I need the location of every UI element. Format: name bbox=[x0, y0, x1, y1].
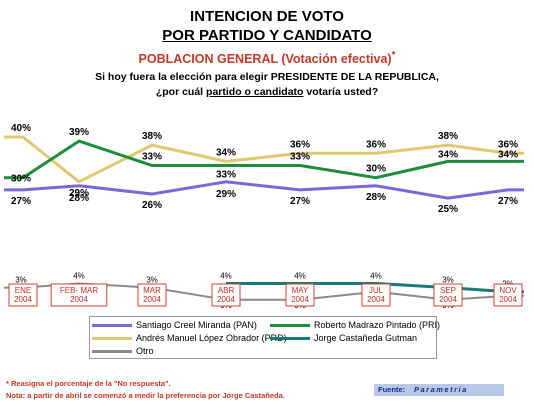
data-label-santiago-creel-miranda-pan-1: 28% bbox=[69, 193, 89, 204]
legend-label: Otro bbox=[136, 346, 154, 356]
data-label-andres-manuel-lopez-obrador-prd-5: 36% bbox=[366, 139, 386, 150]
x-tick-label-4-1: 2004 bbox=[291, 295, 309, 304]
value-labels-layer: 27% 28% 26% 29% 27% 28% 25% 27% 30% 39% 33% 33% 33% 3… bbox=[11, 123, 518, 310]
x-tick-box-7 bbox=[493, 283, 523, 307]
data-label-santiago-creel-miranda-pan-2: 26% bbox=[142, 200, 162, 211]
source-value: Parametría bbox=[414, 385, 468, 394]
data-label-andres-manuel-lopez-obrador-prd-4: 36% bbox=[290, 139, 310, 150]
chart-title-line2: POR PARTIDO Y CANDIDATO bbox=[162, 27, 372, 44]
question-post: votaría usted? bbox=[303, 86, 379, 98]
series-line-roberto-madrazo-pintado-pri bbox=[4, 139, 524, 180]
x-tick-box-0 bbox=[8, 283, 38, 307]
data-label-roberto-madrazo-pintado-pri-3: 33% bbox=[216, 170, 236, 181]
data-label-jorge-castaneda-gutman-4: 4% bbox=[294, 272, 306, 281]
series-line-santiago-creel-miranda-pan bbox=[4, 180, 524, 200]
data-label-santiago-creel-miranda-pan-6: 25% bbox=[438, 204, 458, 215]
data-label-andres-manuel-lopez-obrador-prd-6: 38% bbox=[438, 131, 458, 142]
data-label-jorge-castaneda-gutman-3: 4% bbox=[220, 272, 232, 281]
legend-swatch bbox=[92, 349, 132, 353]
x-tick-label-0-1: 2004 bbox=[14, 295, 32, 304]
x-tick-label-2-1: 2004 bbox=[143, 295, 161, 304]
data-label-santiago-creel-miranda-pan-4: 27% bbox=[290, 196, 310, 207]
data-label-roberto-madrazo-pintado-pri-0: 30% bbox=[11, 174, 31, 185]
x-tick-box-2 bbox=[137, 283, 167, 307]
data-label-andres-manuel-lopez-obrador-prd-0: 40% bbox=[11, 123, 31, 134]
x-tick-label-4-0: MAY bbox=[292, 286, 309, 295]
footnote-reassign: * Reasigna el porcentaje de la "No respu… bbox=[6, 379, 171, 388]
x-tick-label-7-1: 2004 bbox=[499, 295, 517, 304]
data-label-andres-manuel-lopez-obrador-prd-7: 36% bbox=[498, 139, 518, 150]
x-tick-box-4 bbox=[285, 283, 315, 307]
legend-item-roberto-madrazo-pintado-pri: Roberto Madrazo Pintado (PRI) bbox=[270, 320, 440, 330]
question-line2: ¿por cuál partido o candidato votaría us… bbox=[0, 86, 534, 98]
x-tick-label-0-0: ENE bbox=[15, 286, 31, 295]
data-label-andres-manuel-lopez-obrador-prd-1: 29% bbox=[69, 188, 89, 199]
x-tick-label-1-1: 2004 bbox=[70, 295, 88, 304]
data-label-jorge-castaneda-gutman-6: 3% bbox=[442, 276, 454, 285]
question-underlined: partido o candidato bbox=[206, 86, 304, 98]
x-tick-label-2-0: MAR bbox=[143, 286, 161, 295]
legend-swatch bbox=[270, 323, 310, 327]
data-label-santiago-creel-miranda-pan-7: 27% bbox=[498, 196, 518, 207]
legend-item-santiago-creel-miranda-pan: Santiago Creel Miranda (PAN) bbox=[92, 320, 257, 330]
chart-subtitle: POBLACION GENERAL (Votación efectiva)* bbox=[0, 50, 534, 66]
x-tick-label-6-1: 2004 bbox=[439, 295, 457, 304]
legend-label: Andrés Manuel López Obrador (PRD) bbox=[136, 333, 287, 343]
data-label-santiago-creel-miranda-pan-3: 29% bbox=[216, 189, 236, 200]
footnote-castaneda: Nota: a partir de abril se comenzó a med… bbox=[6, 391, 285, 400]
x-tick-label-7-0: NOV bbox=[499, 286, 517, 295]
legend-swatch bbox=[92, 323, 132, 327]
x-tick-label-1-0: FEB- MAR bbox=[60, 286, 98, 295]
x-tick-box-6 bbox=[433, 283, 463, 307]
data-label-jorge-castaneda-gutman-5: 4% bbox=[370, 272, 382, 281]
x-tick-label-6-0: SEP bbox=[440, 286, 456, 295]
x-tick-label-3-1: 2004 bbox=[217, 295, 235, 304]
data-label-roberto-madrazo-pintado-pri-6: 34% bbox=[438, 149, 458, 160]
legend-item-jorge-castaneda-gutman: Jorge Castañeda Gutman bbox=[270, 333, 417, 343]
legend-swatch bbox=[270, 336, 310, 340]
question-pre: ¿por cuál bbox=[155, 86, 207, 98]
x-tick-box-1 bbox=[50, 283, 108, 307]
x-tick-label-5-0: JUL bbox=[369, 286, 384, 295]
data-label-roberto-madrazo-pintado-pri-2: 33% bbox=[142, 152, 162, 163]
x-tick-box-5 bbox=[361, 283, 391, 307]
subtitle-text: POBLACION GENERAL (Votación efectiva) bbox=[138, 52, 392, 67]
data-label-roberto-madrazo-pintado-pri-1: 39% bbox=[69, 127, 89, 138]
chart-legend: Santiago Creel Miranda (PAN) Roberto Madr… bbox=[89, 316, 440, 359]
data-label-otro-1: 4% bbox=[73, 272, 85, 281]
legend-label: Jorge Castañeda Gutman bbox=[314, 333, 418, 343]
legend-item-andres-manuel-lopez-obrador-prd: Andrés Manuel López Obrador (PRD) bbox=[92, 333, 287, 343]
data-label-santiago-creel-miranda-pan-5: 28% bbox=[366, 192, 386, 203]
x-tick-label-5-1: 2004 bbox=[367, 295, 385, 304]
data-label-santiago-creel-miranda-pan-0: 27% bbox=[11, 196, 31, 207]
data-label-roberto-madrazo-pintado-pri-4: 33% bbox=[290, 152, 310, 163]
chart-title: INTENCION DE VOTO bbox=[190, 8, 344, 25]
source-box: Fuente: Parametría bbox=[374, 384, 504, 396]
data-label-otro-2: 3% bbox=[146, 276, 158, 285]
legend-item-otro: Otro bbox=[92, 346, 154, 356]
subtitle-mark: * bbox=[391, 50, 396, 61]
data-label-andres-manuel-lopez-obrador-prd-2: 38% bbox=[142, 131, 162, 142]
legend-swatch bbox=[92, 336, 132, 340]
x-tick-box-3 bbox=[211, 283, 241, 307]
x-tick-label-3-0: ABR bbox=[218, 286, 235, 295]
source-label: Fuente: bbox=[378, 385, 406, 394]
data-label-andres-manuel-lopez-obrador-prd-3: 34% bbox=[216, 147, 236, 158]
legend-label: Roberto Madrazo Pintado (PRI) bbox=[314, 320, 441, 330]
data-label-roberto-madrazo-pintado-pri-5: 30% bbox=[366, 164, 386, 175]
data-label-otro-0: 3% bbox=[15, 276, 27, 285]
question-line1: Si hoy fuera la elección para elegir PRE… bbox=[95, 71, 439, 83]
data-label-roberto-madrazo-pintado-pri-7: 34% bbox=[498, 149, 518, 160]
legend-label: Santiago Creel Miranda (PAN) bbox=[136, 320, 257, 330]
